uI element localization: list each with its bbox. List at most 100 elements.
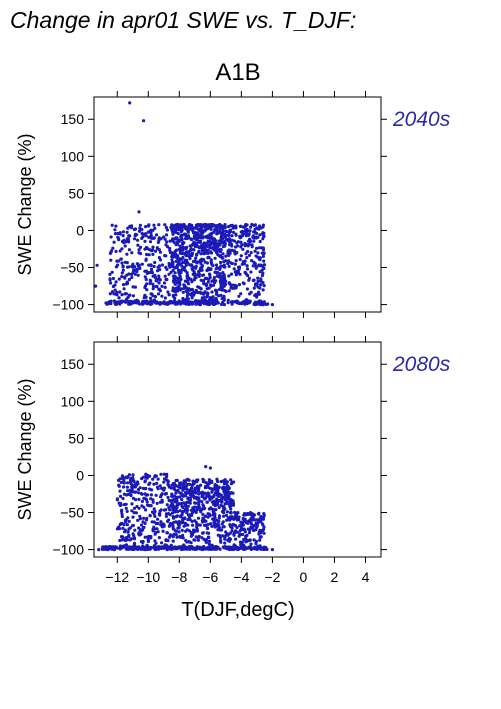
scatter-point [230,529,234,533]
scatter-point [243,229,247,233]
scatter-point [203,514,207,518]
scatter-point [144,225,148,229]
scatter-point [209,296,213,300]
scatter-point [232,239,236,243]
scatter-point [130,545,134,549]
scatter-point [137,506,141,510]
scatter-point [162,486,167,490]
scatter-point [258,239,262,244]
scatter-point [144,547,148,552]
scatter-point [247,242,251,247]
scatter-point [261,248,266,252]
scatter-point [123,275,127,279]
scatter-point [234,232,238,236]
scatter-point [200,268,204,272]
scatter-point [174,259,178,263]
scatter-point [176,280,180,284]
scatter-point [247,233,251,237]
scatter-point [176,526,180,530]
scatter-point [186,496,190,500]
scatter-point [188,488,192,492]
scatter-point [167,293,171,297]
scatter-point [170,227,174,231]
scatter-point [185,487,189,491]
y-tick-label: 50 [68,185,84,201]
scatter-point [165,267,169,271]
scatter-point [244,299,248,303]
scatter-point [180,223,184,227]
scatter-point [240,262,244,266]
scatter-point [214,490,218,494]
scatter-point [133,285,137,289]
scatter-point [171,535,175,539]
scatter-point [109,258,113,262]
scatter-point [223,537,227,541]
scatter-point [136,264,141,268]
scatter-point [143,293,147,297]
scatter-point [199,510,203,514]
scatter-point [153,514,157,519]
scatter-point [118,503,122,507]
scatter-point [170,492,174,496]
scatter-point [220,234,224,238]
scatter-point [192,509,196,513]
scatter-point [185,258,189,262]
scatter-point [194,266,198,270]
scatter-point [122,241,126,245]
scatter-point [237,534,241,538]
scatter-point [234,224,238,228]
scatter-point [170,223,174,227]
scatter-point [224,545,228,549]
scatter-point [252,286,256,290]
scatter-point [207,299,211,303]
scatter-point [165,472,169,476]
scatter-point [112,292,116,296]
scatter-point [179,486,183,490]
scatter-point [244,234,248,238]
scatter-point [190,238,194,242]
scatter-point [137,210,141,214]
scatter-point [232,533,236,537]
scatter-point [138,517,142,521]
scatter-point [252,538,256,542]
scatter-point [179,277,183,281]
scatter-point [231,545,235,549]
scatter-point [171,481,176,486]
scatter-point [218,223,222,227]
scatter-point [140,262,144,266]
scatter-point [219,538,223,543]
scatter-point [151,500,155,504]
scatter-point [239,292,243,296]
scatter-point [170,505,174,509]
scatter-point [125,261,129,265]
scatter-point [140,236,144,240]
scatter-point [156,292,161,296]
scatter-point [146,230,150,234]
scatter-point [183,269,188,273]
scatter-point [121,496,125,501]
scatter-point [132,300,136,304]
scatter-point [173,276,177,280]
scatter-point [167,262,171,266]
scatter-point [149,267,154,271]
scatter-point [157,287,162,291]
scatter-point [183,261,187,265]
scatter-point [228,228,232,232]
scatter-point [245,539,249,543]
scatter-point [220,500,224,504]
scatter-point [197,274,201,278]
scatter-point [191,259,196,264]
scatter-point [162,281,167,285]
scatter-point [214,288,218,293]
scatter-point [209,547,213,552]
scatter-point [229,478,233,482]
scatter-point [221,256,225,260]
scatter-point [131,515,135,519]
scatter-point [160,486,164,490]
scatter-point [202,507,206,511]
scatter-point [227,496,231,500]
scatter-point [221,271,225,275]
scatter-point [169,486,174,490]
scatter-point [198,236,202,240]
scatter-point [178,491,182,495]
